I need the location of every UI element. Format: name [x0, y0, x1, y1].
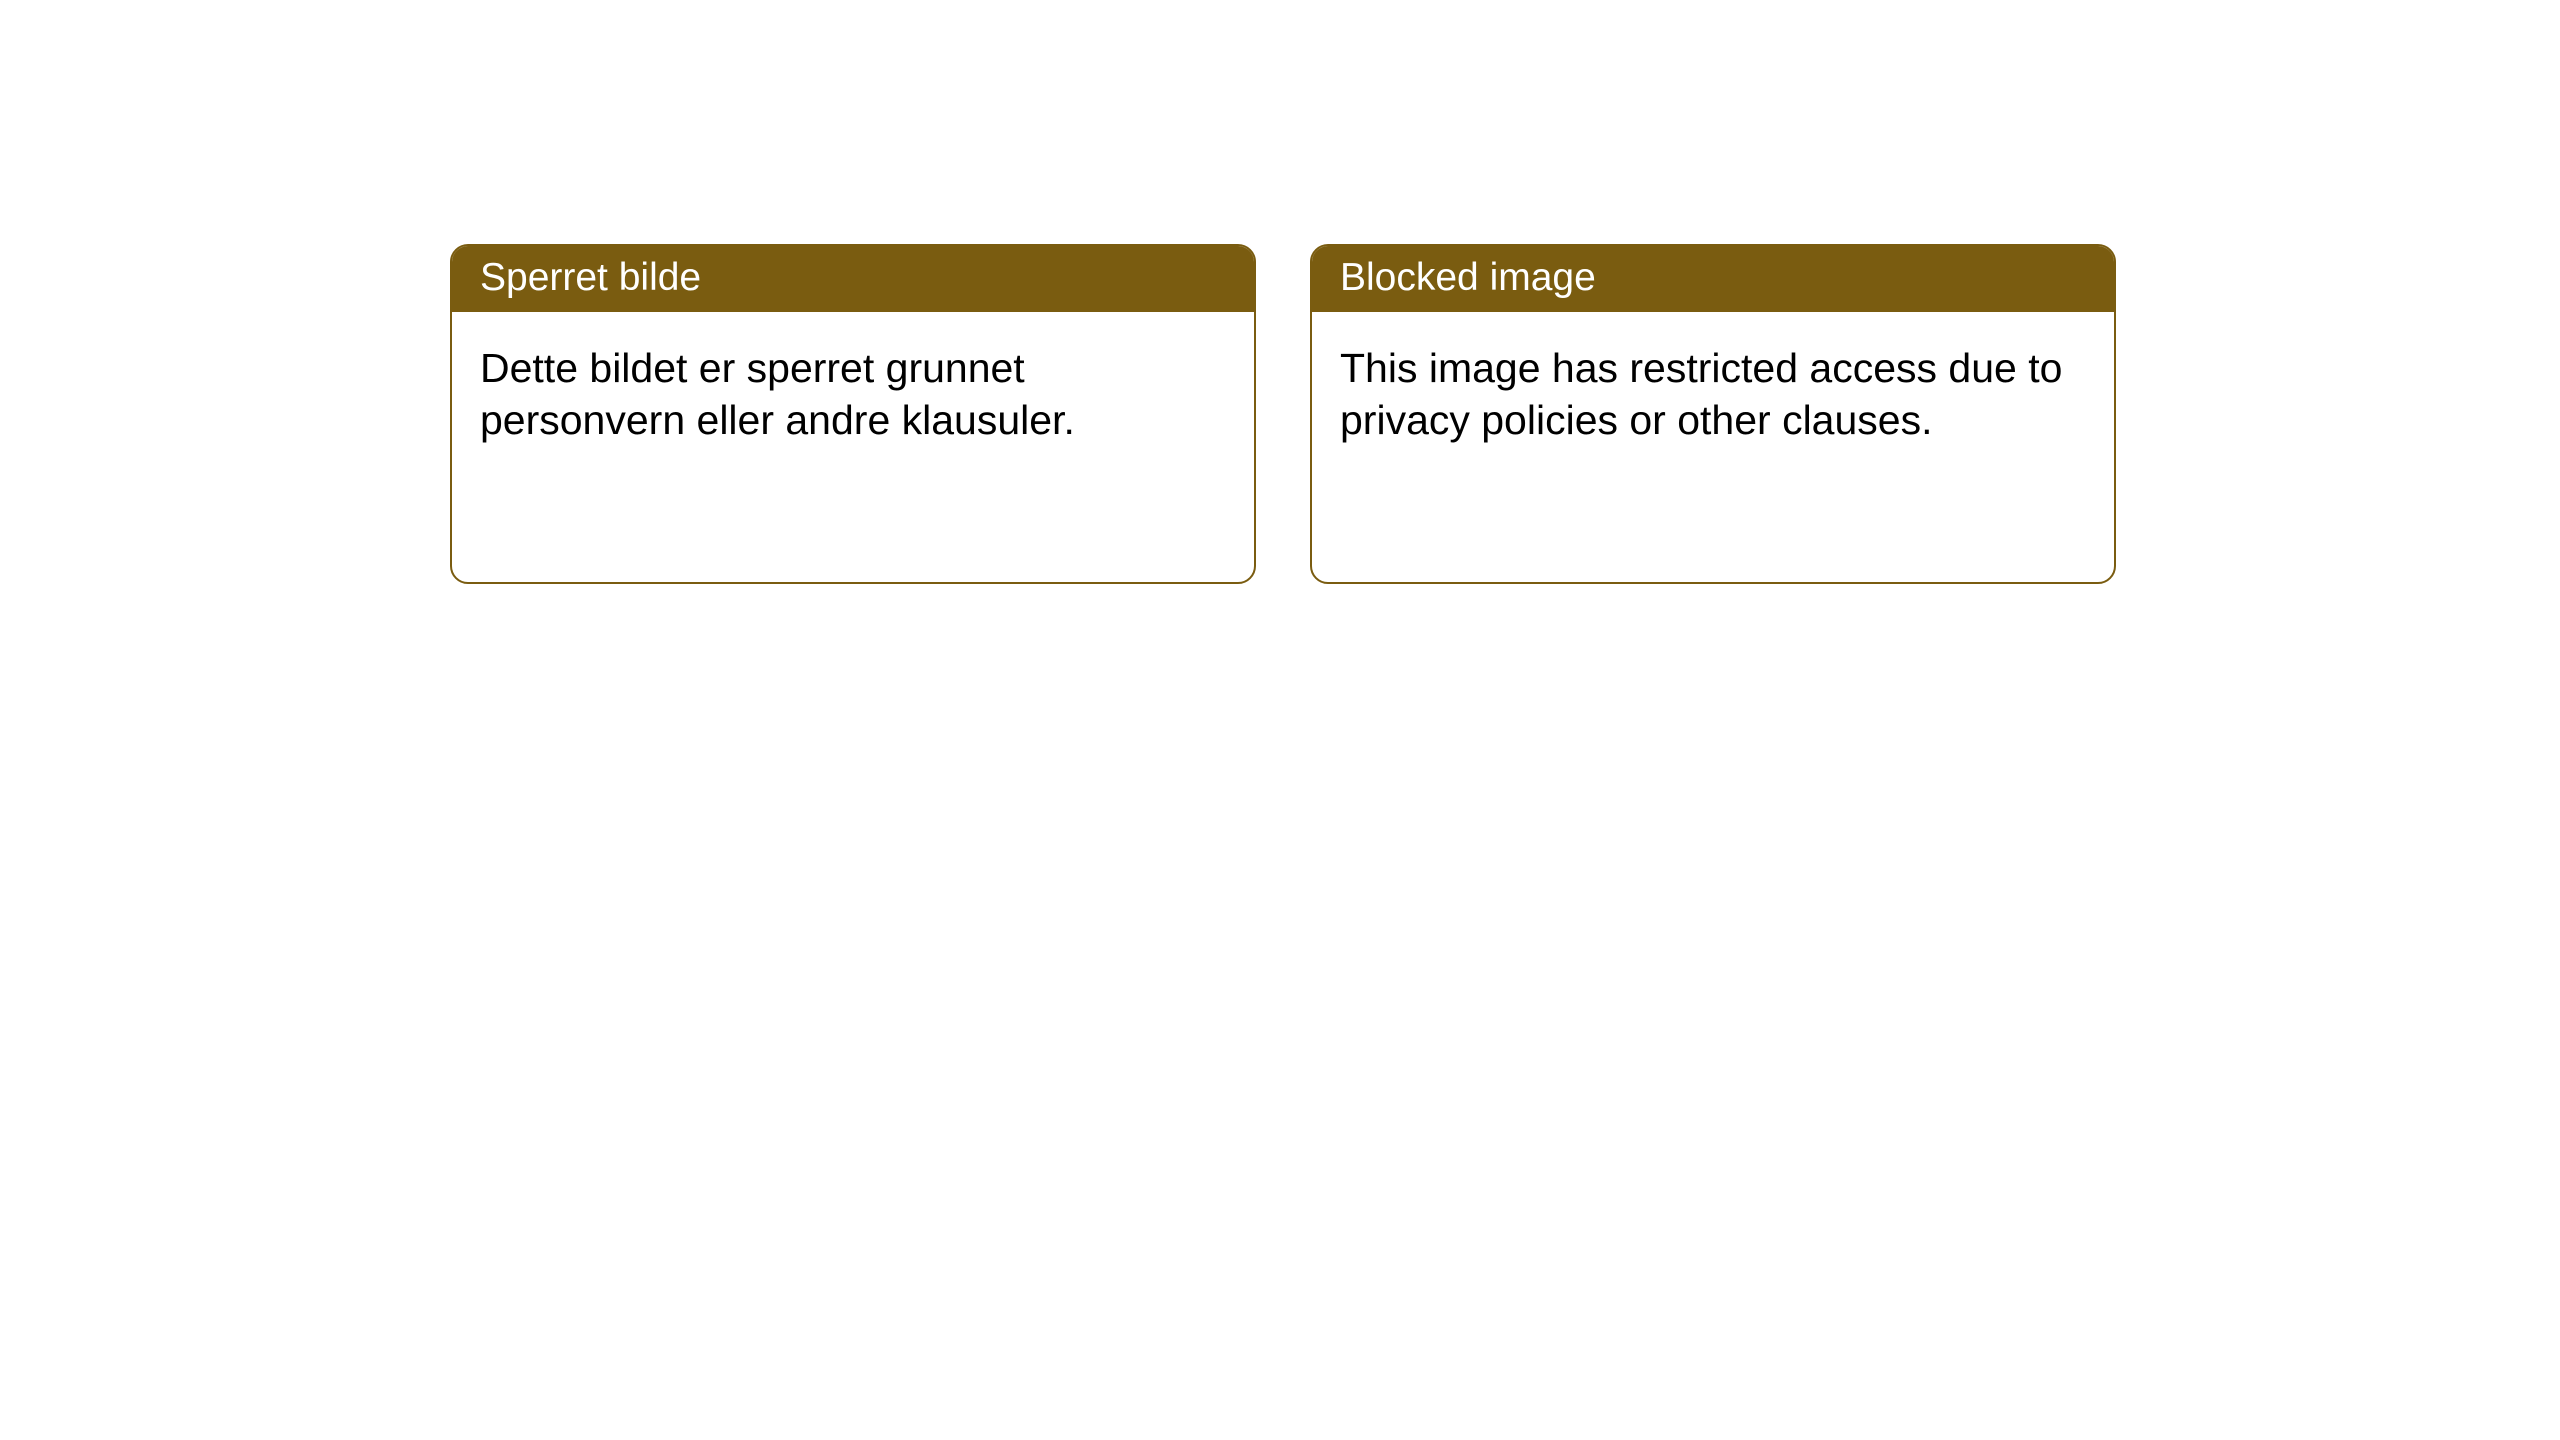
notice-cards-container: Sperret bilde Dette bildet er sperret gr… — [0, 0, 2560, 584]
card-body-no: Dette bildet er sperret grunnet personve… — [452, 312, 1254, 477]
card-body-en: This image has restricted access due to … — [1312, 312, 2114, 477]
blocked-image-card-en: Blocked image This image has restricted … — [1310, 244, 2116, 584]
blocked-image-card-no: Sperret bilde Dette bildet er sperret gr… — [450, 244, 1256, 584]
card-header-no: Sperret bilde — [452, 246, 1254, 312]
card-header-en: Blocked image — [1312, 246, 2114, 312]
